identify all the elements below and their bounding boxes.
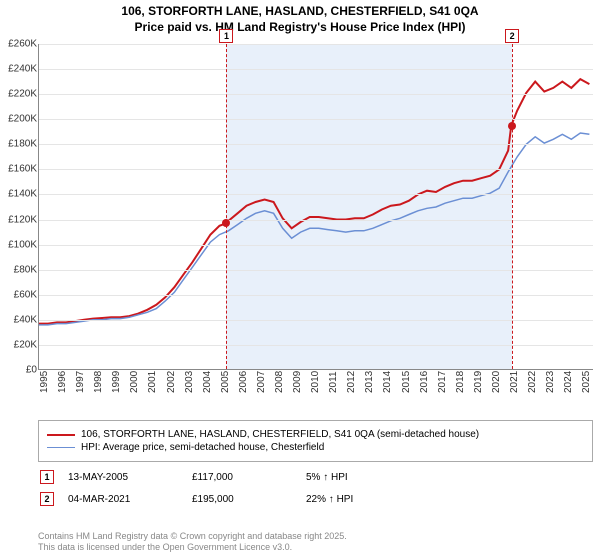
x-tick-label: 2010 [310, 363, 321, 393]
x-tick-label: 2023 [545, 363, 556, 393]
y-tick-label: £200K [1, 114, 37, 125]
y-tick-label: £140K [1, 189, 37, 200]
y-tick-label: £60K [1, 289, 37, 300]
legend-label: HPI: Average price, semi-detached house,… [81, 442, 324, 453]
x-tick-label: 2022 [527, 363, 538, 393]
plot-area: £0£20K£40K£60K£80K£100K£120K£140K£160K£1… [38, 44, 593, 370]
y-tick-label: £240K [1, 64, 37, 75]
x-tick-label: 2025 [581, 363, 592, 393]
legend-row: 106, STORFORTH LANE, HASLAND, CHESTERFIE… [47, 429, 584, 440]
y-gridline [39, 94, 593, 95]
legend-box: 106, STORFORTH LANE, HASLAND, CHESTERFIE… [38, 420, 593, 462]
line-series-svg [39, 44, 593, 370]
transaction-table: 1 13-MAY-2005 £117,000 5% ↑ HPI 2 04-MAR-2021… [38, 466, 593, 510]
y-tick-label: £80K [1, 264, 37, 275]
y-tick-label: £40K [1, 314, 37, 325]
x-tick-label: 2000 [129, 363, 140, 393]
transaction-row: 2 04-MAR-2021 £195,000 22% ↑ HPI [38, 488, 593, 510]
chart-area: £0£20K£40K£60K£80K£100K£120K£140K£160K£1… [38, 44, 593, 388]
y-gridline [39, 144, 593, 145]
y-tick-label: £100K [1, 239, 37, 250]
x-tick-label: 1997 [75, 363, 86, 393]
x-tick-label: 2001 [147, 363, 158, 393]
y-tick-label: £260K [1, 39, 37, 50]
x-tick-label: 2009 [292, 363, 303, 393]
x-tick-label: 2004 [202, 363, 213, 393]
x-tick-label: 1998 [93, 363, 104, 393]
x-tick-label: 2015 [401, 363, 412, 393]
series-line-red [39, 79, 589, 324]
transaction-marker: 2 [40, 492, 54, 506]
legend-swatch [47, 434, 75, 436]
y-gridline [39, 320, 593, 321]
legend-row: HPI: Average price, semi-detached house,… [47, 442, 584, 453]
transaction-date: 13-MAY-2005 [68, 472, 178, 483]
x-tick-label: 2007 [256, 363, 267, 393]
x-tick-label: 2005 [220, 363, 231, 393]
x-tick-label: 1996 [57, 363, 68, 393]
legend-swatch [47, 447, 75, 448]
y-tick-label: £20K [1, 339, 37, 350]
attrib-line2: This data is licensed under the Open Gov… [38, 542, 347, 554]
marker-vline [226, 44, 227, 369]
marker-vline [512, 44, 513, 369]
transaction-price: £117,000 [192, 472, 292, 483]
transaction-pct: 5% ↑ HPI [306, 472, 406, 483]
x-tick-label: 2017 [437, 363, 448, 393]
y-gridline [39, 245, 593, 246]
marker-label-top: 1 [219, 29, 233, 43]
marker-label-top: 2 [505, 29, 519, 43]
y-gridline [39, 44, 593, 45]
x-tick-label: 2003 [184, 363, 195, 393]
attrib-line1: Contains HM Land Registry data © Crown c… [38, 531, 347, 543]
series-line-blue [39, 133, 589, 325]
attribution-text: Contains HM Land Registry data © Crown c… [38, 531, 347, 554]
y-gridline [39, 295, 593, 296]
marker-point [508, 122, 516, 130]
x-tick-label: 2021 [509, 363, 520, 393]
x-tick-label: 2024 [563, 363, 574, 393]
y-gridline [39, 169, 593, 170]
x-tick-label: 2018 [455, 363, 466, 393]
marker-point [222, 219, 230, 227]
y-gridline [39, 194, 593, 195]
title-line1: 106, STORFORTH LANE, HASLAND, CHESTERFIE… [0, 4, 600, 20]
x-tick-label: 2002 [166, 363, 177, 393]
x-tick-label: 2008 [274, 363, 285, 393]
transaction-row: 1 13-MAY-2005 £117,000 5% ↑ HPI [38, 466, 593, 488]
x-tick-label: 2020 [491, 363, 502, 393]
y-tick-label: £180K [1, 139, 37, 150]
x-tick-label: 1995 [39, 363, 50, 393]
y-tick-label: £220K [1, 89, 37, 100]
x-tick-label: 2006 [238, 363, 249, 393]
x-tick-label: 2011 [328, 363, 339, 393]
x-tick-label: 2013 [364, 363, 375, 393]
x-tick-label: 2012 [346, 363, 357, 393]
x-tick-label: 1999 [111, 363, 122, 393]
y-gridline [39, 345, 593, 346]
y-gridline [39, 220, 593, 221]
y-tick-label: £120K [1, 214, 37, 225]
transaction-price: £195,000 [192, 494, 292, 505]
transaction-date: 04-MAR-2021 [68, 494, 178, 505]
x-tick-label: 2019 [473, 363, 484, 393]
y-gridline [39, 69, 593, 70]
transaction-pct: 22% ↑ HPI [306, 494, 406, 505]
y-gridline [39, 119, 593, 120]
legend-label: 106, STORFORTH LANE, HASLAND, CHESTERFIE… [81, 429, 479, 440]
y-tick-label: £160K [1, 164, 37, 175]
x-tick-label: 2016 [419, 363, 430, 393]
x-tick-label: 2014 [382, 363, 393, 393]
transaction-marker: 1 [40, 470, 54, 484]
y-gridline [39, 270, 593, 271]
y-tick-label: £0 [1, 365, 37, 376]
